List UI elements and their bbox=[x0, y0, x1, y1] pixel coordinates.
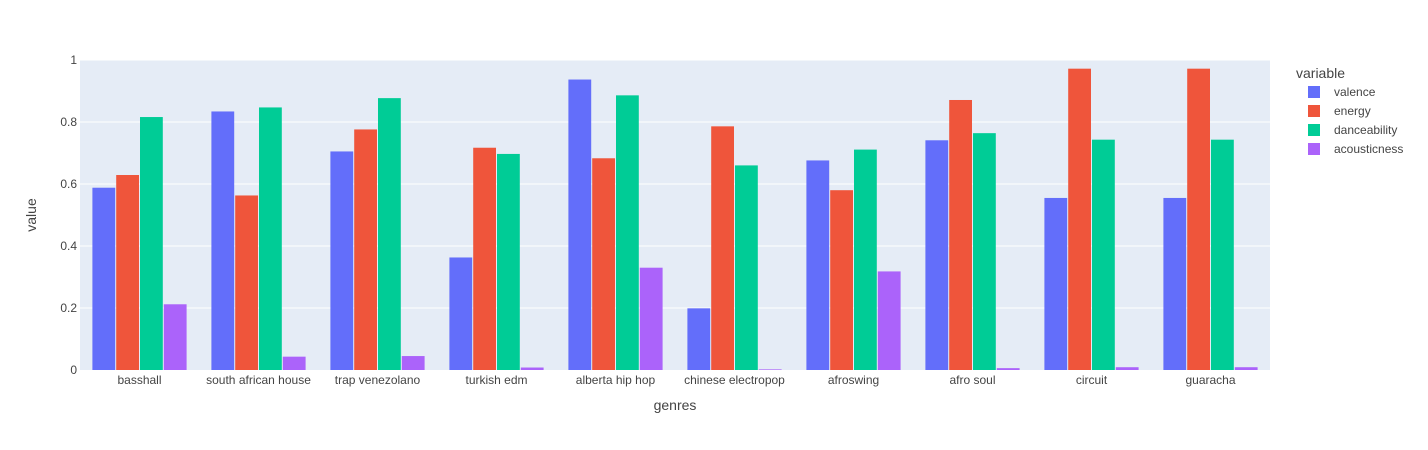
x-tick-label: turkish edm bbox=[465, 373, 527, 387]
bar-energy[interactable] bbox=[473, 147, 496, 370]
bar-valence[interactable] bbox=[92, 187, 116, 370]
x-tick-label: afro soul bbox=[949, 373, 995, 387]
bar-energy[interactable] bbox=[354, 129, 377, 370]
bar-danceability[interactable] bbox=[259, 107, 282, 371]
legend-swatch bbox=[1308, 143, 1320, 155]
bar-valence[interactable] bbox=[568, 79, 592, 370]
bar-energy[interactable] bbox=[592, 158, 615, 370]
bar-acousticness[interactable] bbox=[401, 356, 425, 370]
bar-acousticness[interactable] bbox=[1115, 367, 1139, 370]
plot-background bbox=[80, 60, 1270, 370]
bar-acousticness[interactable] bbox=[163, 304, 187, 370]
bar-danceability[interactable] bbox=[140, 117, 163, 370]
bar-energy[interactable] bbox=[830, 190, 853, 370]
bars bbox=[92, 68, 1258, 371]
bar-acousticness[interactable] bbox=[282, 356, 306, 370]
legend-label: energy bbox=[1334, 104, 1371, 118]
y-tick-label: 1 bbox=[70, 53, 77, 67]
x-tick-label: afroswing bbox=[828, 373, 879, 387]
bar-danceability[interactable] bbox=[973, 133, 996, 370]
x-tick-label: circuit bbox=[1076, 373, 1108, 387]
bar-valence[interactable] bbox=[1044, 197, 1068, 370]
y-tick-label: 0.8 bbox=[60, 115, 77, 129]
bar-acousticness[interactable] bbox=[639, 267, 663, 370]
bar-danceability[interactable] bbox=[378, 98, 401, 370]
legend-swatch bbox=[1308, 105, 1320, 117]
bar-energy[interactable] bbox=[1187, 68, 1210, 371]
y-tick-label: 0.2 bbox=[60, 301, 77, 315]
legend-title: variable bbox=[1296, 65, 1345, 81]
bar-energy[interactable] bbox=[116, 175, 139, 370]
bar-energy[interactable] bbox=[1068, 68, 1091, 371]
bar-energy[interactable] bbox=[235, 195, 258, 370]
bar-danceability[interactable] bbox=[1092, 139, 1115, 370]
x-tick-labels: basshall south african house trap venezola… bbox=[117, 373, 1235, 387]
bar-acousticness[interactable] bbox=[1234, 367, 1258, 370]
legend-item-danceability[interactable]: danceability bbox=[1308, 123, 1397, 137]
x-tick-label: chinese electropop bbox=[684, 373, 785, 387]
bar-danceability[interactable] bbox=[735, 165, 758, 370]
legend-item-energy[interactable]: energy bbox=[1308, 104, 1371, 118]
y-axis-title: value bbox=[23, 198, 39, 232]
bar-energy[interactable] bbox=[711, 126, 734, 370]
bar-acousticness[interactable] bbox=[996, 368, 1020, 370]
bar-acousticness[interactable] bbox=[520, 367, 544, 370]
bar-valence[interactable] bbox=[806, 160, 830, 370]
bar-valence[interactable] bbox=[330, 151, 354, 370]
bar-valence[interactable] bbox=[449, 257, 473, 370]
x-tick-label: alberta hip hop bbox=[576, 373, 656, 387]
legend-swatch bbox=[1308, 124, 1320, 136]
bar-valence[interactable] bbox=[687, 308, 711, 370]
bar-valence[interactable] bbox=[211, 111, 235, 371]
bar-energy[interactable] bbox=[949, 99, 972, 371]
bar-valence[interactable] bbox=[1163, 197, 1187, 370]
y-tick-label: 0 bbox=[70, 363, 77, 377]
bar-acousticness[interactable] bbox=[877, 271, 901, 370]
x-tick-label: trap venezolano bbox=[335, 373, 421, 387]
bar-danceability[interactable] bbox=[854, 149, 877, 370]
bar-danceability[interactable] bbox=[1211, 139, 1234, 370]
x-tick-label: south african house bbox=[206, 373, 311, 387]
legend-item-valence[interactable]: valence bbox=[1308, 85, 1376, 99]
legend-item-acousticness[interactable]: acousticness bbox=[1308, 142, 1403, 156]
y-tick-label: 0.4 bbox=[60, 239, 77, 253]
x-tick-label: basshall bbox=[117, 373, 161, 387]
x-axis-title: genres bbox=[654, 397, 697, 413]
y-tick-labels: 0 0.2 0.4 0.6 0.8 1 bbox=[60, 53, 77, 377]
bar-acousticness[interactable] bbox=[758, 369, 782, 370]
legend-label: valence bbox=[1334, 85, 1376, 99]
y-tick-label: 0.6 bbox=[60, 177, 77, 191]
bar-danceability[interactable] bbox=[616, 95, 639, 370]
bar-valence[interactable] bbox=[925, 140, 949, 370]
legend[interactable]: variable valence energy danceability acoust… bbox=[1296, 65, 1403, 156]
legend-label: acousticness bbox=[1334, 142, 1403, 156]
legend-label: danceability bbox=[1334, 123, 1397, 137]
legend-swatch bbox=[1308, 86, 1320, 98]
bar-danceability[interactable] bbox=[497, 153, 520, 370]
x-tick-label: guaracha bbox=[1185, 373, 1235, 387]
